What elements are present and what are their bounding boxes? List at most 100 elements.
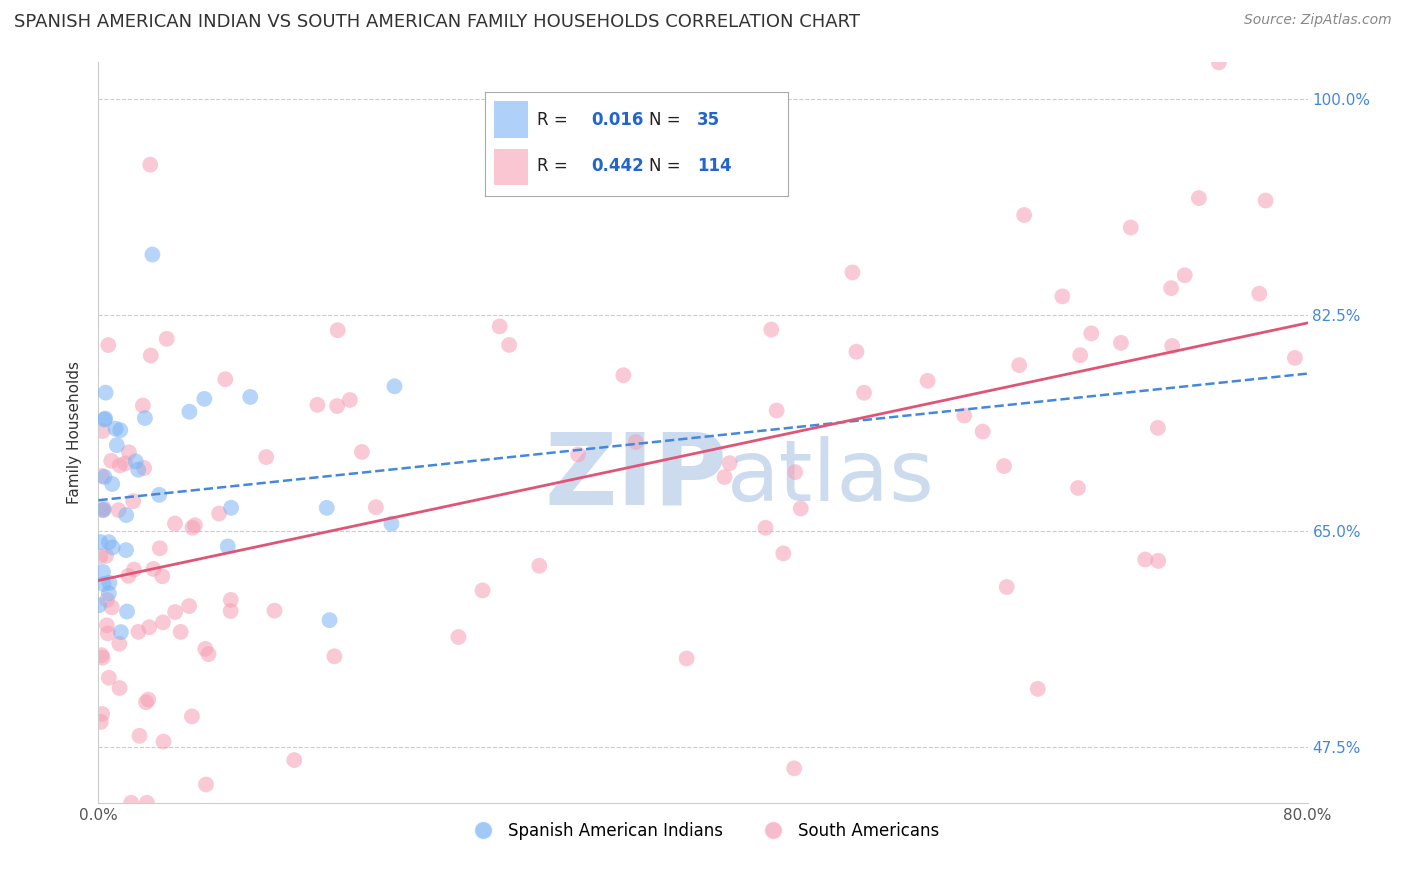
Point (498, 338, 520, 352)
Point (853, 385, 876, 400)
Point (107, 503, 129, 517)
Point (120, 796, 142, 810)
Point (87, 598, 110, 612)
Point (90, 714, 112, 729)
Point (115, 508, 138, 522)
Point (315, 500, 337, 515)
Point (447, 630, 470, 644)
Point (115, 543, 138, 558)
Point (1254, 194, 1277, 208)
Point (91, 503, 114, 517)
Point (127, 624, 149, 639)
Point (96, 593, 118, 607)
Point (115, 605, 138, 619)
Point (350, 445, 373, 459)
Point (471, 583, 494, 598)
Point (91, 565, 114, 579)
Point (326, 323, 349, 337)
Point (180, 709, 202, 723)
Point (118, 445, 141, 459)
Point (567, 169, 589, 183)
Point (108, 458, 131, 473)
Point (1147, 421, 1170, 435)
Point (917, 374, 939, 388)
Point (94, 385, 117, 400)
Point (127, 463, 149, 477)
Point (89, 535, 111, 549)
Point (136, 796, 159, 810)
Point (152, 615, 174, 630)
Point (239, 390, 262, 404)
Point (529, 558, 551, 573)
Text: atlas: atlas (727, 435, 935, 518)
Point (93, 412, 115, 426)
Point (785, 465, 807, 479)
Point (156, 332, 179, 346)
Point (179, 599, 201, 613)
Point (761, 322, 783, 336)
Point (110, 423, 132, 437)
Point (307, 398, 329, 412)
Point (114, 457, 136, 471)
Point (208, 507, 231, 521)
Point (91, 706, 114, 721)
Point (219, 593, 242, 607)
Point (675, 651, 697, 665)
Point (91, 650, 114, 665)
Point (94, 411, 117, 425)
Point (718, 456, 741, 470)
Point (163, 516, 186, 531)
Point (89, 549, 111, 564)
Point (97, 338, 120, 352)
Point (136, 692, 159, 706)
Point (790, 501, 813, 516)
Point (150, 569, 173, 583)
Point (134, 411, 156, 425)
Point (219, 500, 242, 515)
Point (1188, 191, 1211, 205)
Point (1008, 358, 1031, 372)
Point (841, 265, 863, 279)
Point (263, 604, 285, 618)
Point (995, 580, 1018, 594)
Point (170, 624, 193, 639)
Point (97, 535, 120, 549)
Point (93, 501, 115, 516)
Point (1012, 208, 1035, 222)
Point (772, 546, 794, 560)
Point (1208, 55, 1230, 70)
Point (108, 681, 131, 695)
Point (108, 637, 131, 651)
Point (612, 368, 634, 383)
Point (1249, 286, 1271, 301)
Point (90, 648, 112, 662)
Point (93, 502, 115, 516)
Point (283, 753, 305, 767)
Point (1067, 481, 1090, 495)
Point (326, 399, 349, 413)
Point (93, 577, 115, 591)
Point (1119, 220, 1142, 235)
Point (1069, 348, 1091, 362)
Point (194, 641, 217, 656)
Point (94, 549, 117, 563)
Point (128, 729, 150, 743)
Point (134, 461, 156, 475)
Point (1109, 335, 1132, 350)
Point (117, 569, 139, 583)
Point (104, 422, 127, 436)
Point (100, 454, 122, 468)
Point (93, 470, 115, 484)
Point (754, 521, 776, 535)
Point (624, 435, 647, 450)
Point (165, 605, 187, 619)
Point (132, 399, 155, 413)
Point (135, 695, 157, 709)
Point (339, 392, 361, 407)
Point (713, 470, 735, 484)
Point (122, 562, 145, 576)
Point (138, 620, 160, 634)
Text: ZIP: ZIP (544, 428, 727, 525)
Text: SPANISH AMERICAN INDIAN VS SOUTH AMERICAN FAMILY HOUSEHOLDS CORRELATION CHART: SPANISH AMERICAN INDIAN VS SOUTH AMERICA… (14, 13, 860, 31)
Text: Source: ZipAtlas.com: Source: ZipAtlas.com (1244, 13, 1392, 28)
